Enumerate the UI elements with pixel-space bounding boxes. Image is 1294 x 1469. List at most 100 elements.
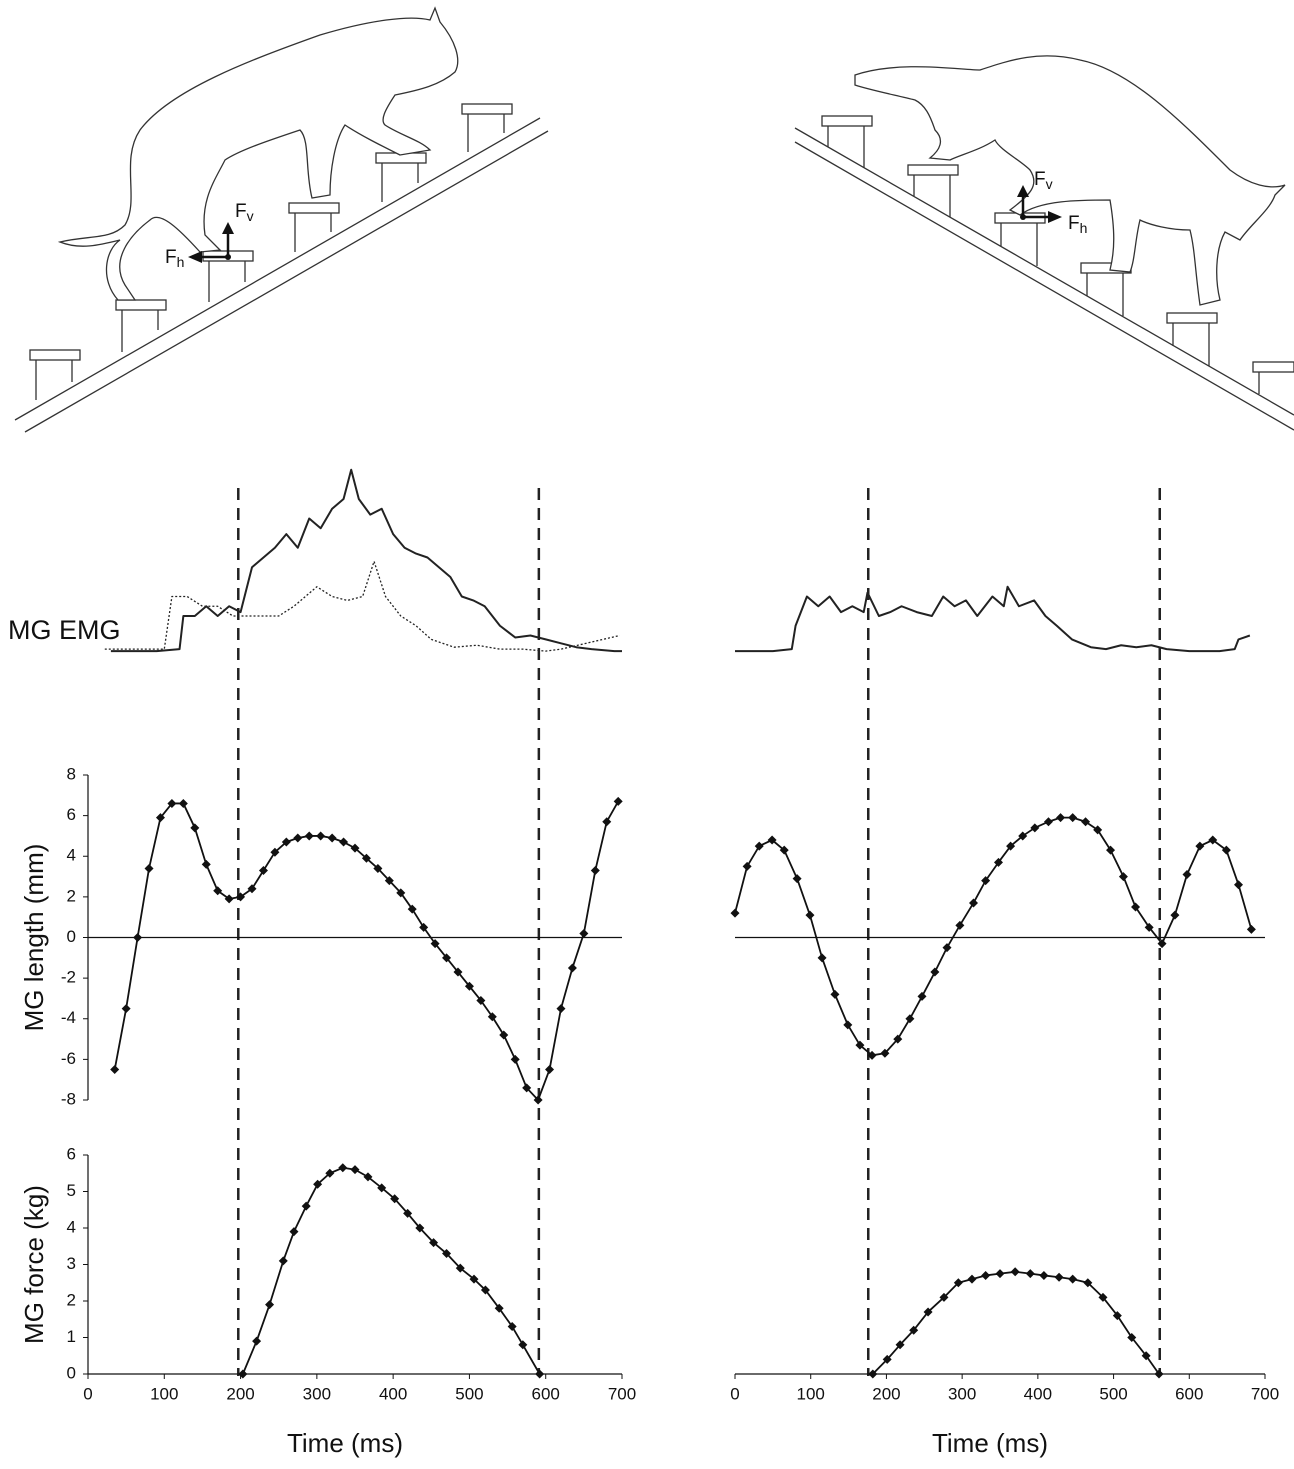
y-tick-label: 6: [67, 805, 76, 824]
x-tick-label: 700: [608, 1384, 636, 1403]
data-line: [873, 1272, 1159, 1374]
steps: [30, 104, 512, 400]
x-tick-label: 600: [532, 1384, 560, 1403]
y-tick-label: 0: [67, 1363, 76, 1382]
left-illustration: [15, 8, 548, 432]
incline: [15, 118, 540, 420]
data-point: [805, 911, 814, 920]
force-subscript: v: [1046, 176, 1053, 192]
data-point: [535, 1370, 544, 1379]
data-point: [316, 831, 325, 840]
incline: [25, 131, 548, 432]
y-tick-label: 8: [67, 764, 76, 783]
data-point: [145, 864, 154, 873]
data-point: [1195, 842, 1204, 851]
data-point: [943, 943, 952, 952]
y-tick-label: -8: [61, 1089, 76, 1108]
x-tick-label: 200: [872, 1384, 900, 1403]
y-tick-label: -4: [61, 1008, 76, 1027]
data-point: [122, 1004, 131, 1013]
x-axis-label: Time (ms): [932, 1428, 1048, 1458]
force-label: Fv: [235, 201, 254, 224]
y-tick-label: 5: [67, 1181, 76, 1200]
data-point: [930, 968, 939, 977]
data-point: [279, 1256, 288, 1265]
data-point: [305, 831, 314, 840]
data-point: [743, 862, 752, 871]
force-symbol: F: [235, 201, 247, 222]
data-point: [293, 833, 302, 842]
x-tick-label: 0: [730, 1384, 739, 1403]
data-point: [1039, 1271, 1048, 1280]
data-point: [518, 1340, 527, 1349]
x-tick-label: 0: [83, 1384, 92, 1403]
y-axis-label: MG force (kg): [19, 1185, 49, 1344]
data-point: [1247, 925, 1256, 934]
cat-outline: [60, 8, 458, 300]
y-tick-label: 6: [67, 1144, 76, 1163]
data-point: [110, 1065, 119, 1074]
data-point: [339, 838, 348, 847]
x-axis-label: Time (ms): [287, 1428, 403, 1458]
emg-trace: [735, 587, 1250, 651]
data-point: [545, 1065, 554, 1074]
data-point: [328, 833, 337, 842]
data-point: [1170, 911, 1179, 920]
data-point: [302, 1202, 311, 1211]
data-point: [265, 1300, 274, 1309]
x-tick-label: 400: [379, 1384, 407, 1403]
data-point: [259, 866, 268, 875]
right-illustration: [795, 56, 1294, 430]
force-symbol: F: [1034, 169, 1046, 190]
data-point: [568, 963, 577, 972]
data-point: [556, 1004, 565, 1013]
data-point: [190, 823, 199, 832]
data-point: [202, 860, 211, 869]
data-point: [996, 1269, 1005, 1278]
x-tick-label: 500: [455, 1384, 483, 1403]
data-point: [918, 992, 927, 1001]
data-point: [1106, 846, 1115, 855]
data-point: [579, 929, 588, 938]
y-tick-label: 1: [67, 1327, 76, 1346]
data-line: [115, 801, 618, 1100]
y-tick-label: -2: [61, 968, 76, 987]
figure: Fv Fh Fv Fh MG EMG-8-6-4-202468MG length…: [0, 0, 1294, 1469]
x-tick-label: 400: [1024, 1384, 1052, 1403]
y-tick-label: -6: [61, 1049, 76, 1068]
force-subscript: h: [177, 254, 185, 270]
data-point: [755, 842, 764, 851]
x-tick-label: 700: [1251, 1384, 1279, 1403]
y-tick-label: 4: [67, 1217, 76, 1236]
data-point: [981, 1271, 990, 1280]
cat-outline: [855, 56, 1285, 305]
force-symbol: F: [165, 247, 177, 268]
data-point: [967, 1275, 976, 1284]
force-label: Fh: [1068, 213, 1087, 236]
data-point: [338, 1163, 347, 1172]
data-point: [955, 921, 964, 930]
force-subscript: h: [1080, 220, 1088, 236]
data-point: [133, 933, 142, 942]
data-point: [1119, 872, 1128, 881]
y-tick-label: 3: [67, 1254, 76, 1273]
x-tick-label: 500: [1099, 1384, 1127, 1403]
data-point: [499, 1031, 508, 1040]
force-symbol: F: [1068, 213, 1080, 234]
data-point: [1026, 1269, 1035, 1278]
data-point: [843, 1020, 852, 1029]
data-point: [351, 1165, 360, 1174]
force-label: Fh: [165, 247, 184, 270]
x-tick-label: 100: [150, 1384, 178, 1403]
y-tick-label: 2: [67, 1290, 76, 1309]
x-tick-label: 200: [226, 1384, 254, 1403]
data-point: [818, 953, 827, 962]
y-tick-label: 4: [67, 846, 76, 865]
y-axis-label: MG length (mm): [19, 844, 49, 1032]
data-point: [252, 1337, 261, 1346]
force-subscript: v: [247, 208, 254, 224]
data-point: [511, 1055, 520, 1064]
data-point: [969, 898, 978, 907]
data-point: [591, 866, 600, 875]
y-tick-label: 0: [67, 927, 76, 946]
